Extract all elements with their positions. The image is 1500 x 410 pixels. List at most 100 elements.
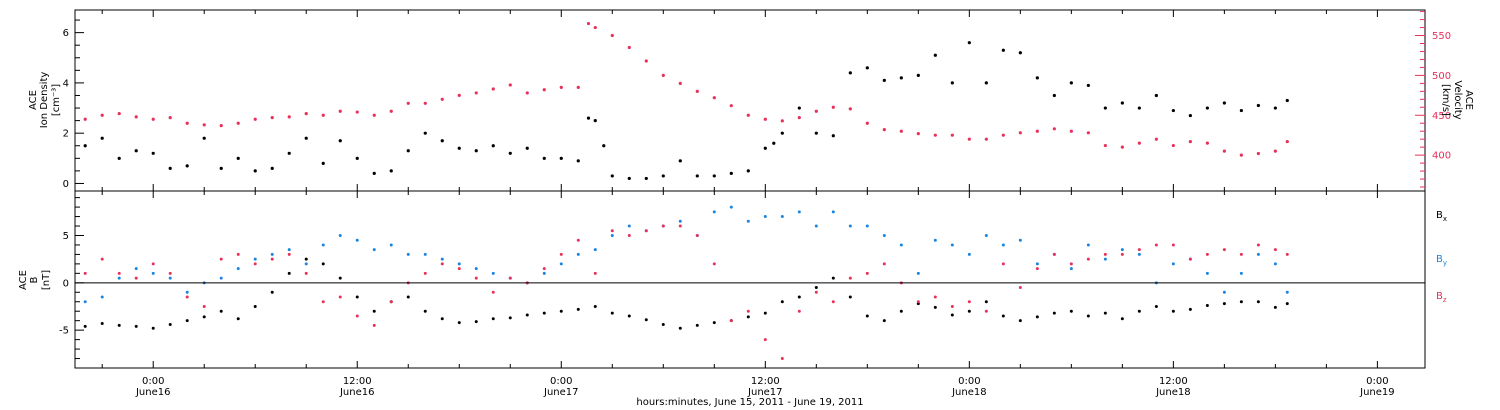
by-point bbox=[933, 238, 937, 242]
velocity-point bbox=[899, 129, 903, 133]
density-point bbox=[933, 53, 937, 57]
bx-point bbox=[1239, 300, 1243, 304]
by-point bbox=[729, 205, 733, 209]
bx-point bbox=[253, 304, 257, 308]
velocity-point bbox=[508, 83, 512, 87]
density-point bbox=[1285, 98, 1289, 103]
bz-point bbox=[355, 314, 359, 318]
by-point bbox=[474, 267, 478, 271]
velocity-point bbox=[219, 124, 223, 128]
bz-point bbox=[338, 295, 342, 299]
density-point bbox=[602, 144, 606, 148]
density-point bbox=[865, 66, 869, 70]
x-tick-label-date: June16 bbox=[135, 387, 171, 398]
by-point bbox=[542, 271, 546, 275]
velocity-point bbox=[967, 137, 971, 141]
by-point bbox=[1273, 262, 1277, 266]
density-point bbox=[423, 131, 427, 135]
x-axis-ticks: 0:00June1612:00June160:00June1712:00June… bbox=[101, 10, 1395, 398]
bx-point bbox=[1120, 317, 1124, 321]
by-point bbox=[1205, 271, 1209, 275]
velocity-point bbox=[1137, 141, 1141, 145]
density-point bbox=[1052, 93, 1056, 98]
density-point bbox=[1001, 48, 1005, 52]
bz-point bbox=[1018, 286, 1022, 290]
density-axis-title-line2: Ion Density bbox=[39, 72, 50, 129]
velocity-point bbox=[746, 113, 750, 117]
bx-point bbox=[474, 320, 478, 324]
bx-point bbox=[1188, 307, 1192, 311]
velocity-point bbox=[593, 25, 597, 30]
bx-point bbox=[406, 295, 410, 299]
bz-point bbox=[1273, 248, 1277, 252]
velocity-point bbox=[270, 116, 274, 120]
velocity-point bbox=[1239, 153, 1243, 157]
bx-point bbox=[1086, 314, 1090, 318]
density-point bbox=[406, 149, 410, 153]
bx-point bbox=[321, 262, 325, 266]
bz-series bbox=[83, 224, 1289, 361]
bz-point bbox=[440, 262, 444, 266]
bx-point bbox=[1205, 304, 1209, 308]
density-point bbox=[882, 78, 886, 82]
by-point bbox=[848, 224, 852, 228]
density-point bbox=[117, 156, 121, 160]
density-point bbox=[746, 169, 750, 173]
density-point bbox=[151, 151, 155, 155]
velocity-point bbox=[763, 117, 767, 121]
density-point bbox=[559, 156, 563, 160]
velocity-point bbox=[100, 113, 104, 117]
bx-point bbox=[848, 295, 852, 299]
bx-point bbox=[627, 314, 631, 318]
bz-point bbox=[423, 271, 427, 275]
velocity-point bbox=[457, 93, 461, 97]
bx-point bbox=[610, 311, 614, 315]
by-point bbox=[134, 267, 138, 271]
bx-point bbox=[576, 307, 580, 311]
velocity-point bbox=[304, 112, 308, 116]
bz-point bbox=[967, 300, 971, 304]
bx-point bbox=[1222, 302, 1226, 306]
bx-point bbox=[1069, 309, 1073, 313]
x-tick-label-time: 0:00 bbox=[1366, 376, 1388, 387]
density-point bbox=[984, 81, 988, 85]
velocity-point bbox=[984, 137, 988, 141]
velocity-point bbox=[1035, 129, 1039, 133]
by-point bbox=[1001, 243, 1005, 247]
velocity-axis-unit: [km/s] bbox=[1440, 84, 1451, 116]
density-point bbox=[1103, 106, 1107, 110]
by-point bbox=[270, 252, 274, 256]
velocity-point bbox=[610, 33, 614, 38]
b-axis-title-line2: B bbox=[29, 276, 40, 283]
by-point bbox=[882, 233, 886, 237]
density-point bbox=[644, 176, 648, 181]
x-axis-title: hours:minutes, June 15, 2011 - June 19, … bbox=[636, 397, 863, 408]
bx-point bbox=[1001, 314, 1005, 318]
bz-point bbox=[372, 323, 376, 327]
by-point bbox=[610, 233, 614, 237]
density-point bbox=[168, 166, 172, 170]
bz-point bbox=[1188, 257, 1192, 261]
velocity-point bbox=[406, 101, 410, 105]
by-point bbox=[219, 276, 223, 280]
density-axis-unit: [cm⁻³] bbox=[51, 84, 62, 116]
bz-point bbox=[559, 252, 563, 256]
bz-point bbox=[1120, 252, 1124, 256]
bx-point bbox=[763, 311, 767, 315]
density-point bbox=[100, 136, 104, 140]
density-point bbox=[593, 119, 597, 123]
bx-point bbox=[219, 309, 223, 313]
velocity-point bbox=[1086, 131, 1090, 135]
bz-point bbox=[1001, 262, 1005, 266]
by-point bbox=[185, 290, 189, 294]
bz-point bbox=[202, 304, 206, 308]
by-point bbox=[593, 248, 597, 252]
by-point bbox=[627, 224, 631, 228]
bz-point bbox=[746, 309, 750, 313]
density-point bbox=[1018, 51, 1022, 55]
bz-point bbox=[848, 276, 852, 280]
bx-point bbox=[678, 326, 682, 330]
by-point bbox=[984, 233, 988, 237]
bz-point bbox=[1052, 252, 1056, 256]
